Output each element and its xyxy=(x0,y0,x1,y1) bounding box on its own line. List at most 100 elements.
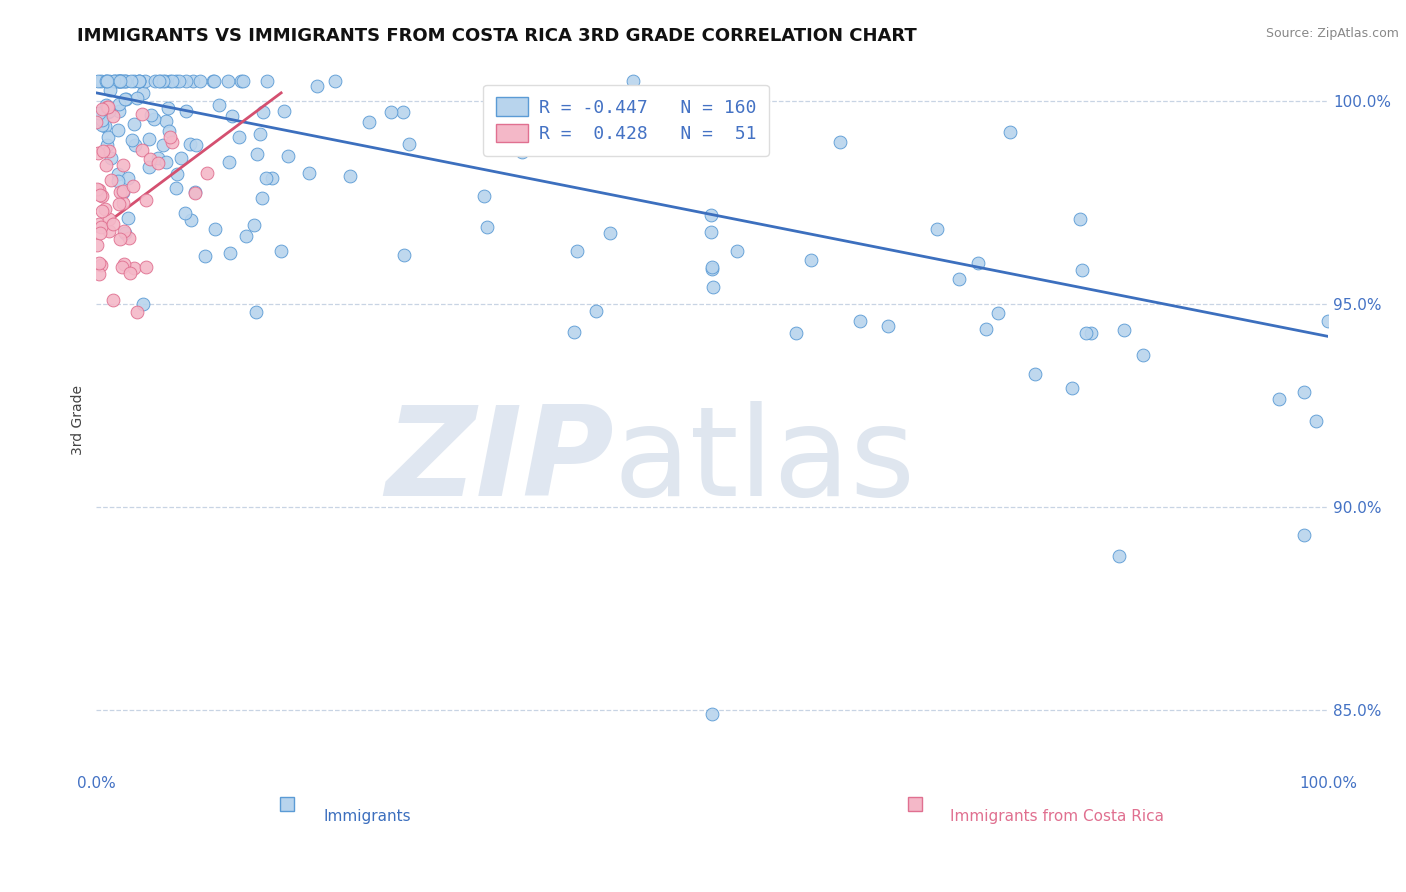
Point xyxy=(128,73,150,87)
Point xyxy=(89,267,111,281)
Point xyxy=(380,104,402,119)
Point xyxy=(114,73,136,87)
Point xyxy=(987,306,1010,320)
Point xyxy=(96,100,118,114)
Point xyxy=(108,96,131,111)
Point xyxy=(165,73,187,87)
Point xyxy=(1292,385,1315,400)
Point xyxy=(97,129,120,144)
Point xyxy=(124,138,146,153)
Point xyxy=(103,218,125,232)
Point xyxy=(143,73,166,87)
Point xyxy=(165,181,187,195)
Point xyxy=(90,73,112,87)
Point xyxy=(1317,313,1340,327)
Point xyxy=(131,107,153,121)
Point xyxy=(94,73,117,87)
Point xyxy=(108,73,131,87)
Point xyxy=(104,73,127,87)
Point xyxy=(307,78,329,93)
Point xyxy=(256,73,278,87)
Point xyxy=(91,188,114,202)
Point xyxy=(87,217,110,231)
Point xyxy=(127,91,149,105)
Point xyxy=(110,232,132,246)
Point xyxy=(174,206,197,220)
Point xyxy=(221,109,243,123)
Point xyxy=(96,158,118,172)
Point xyxy=(217,73,239,87)
Legend: R = -0.447   N = 160, R =  0.428   N =  51: R = -0.447 N = 160, R = 0.428 N = 51 xyxy=(484,85,769,156)
Point xyxy=(392,248,415,262)
Point xyxy=(89,183,111,197)
Point xyxy=(125,305,148,319)
Point xyxy=(800,252,823,267)
Text: IMMIGRANTS VS IMMIGRANTS FROM COSTA RICA 3RD GRADE CORRELATION CHART: IMMIGRANTS VS IMMIGRANTS FROM COSTA RICA… xyxy=(77,27,917,45)
Point xyxy=(152,73,174,87)
Point xyxy=(91,112,114,127)
Point xyxy=(235,228,257,243)
Point xyxy=(135,193,157,207)
Point xyxy=(107,196,129,211)
Point xyxy=(974,321,997,335)
Point xyxy=(159,73,181,87)
Point xyxy=(86,115,108,129)
Text: Immigrants: Immigrants xyxy=(323,809,411,824)
Point xyxy=(139,107,162,121)
Point xyxy=(108,104,131,119)
Point xyxy=(472,189,495,203)
Point xyxy=(359,115,381,129)
Point xyxy=(562,325,585,339)
Point xyxy=(97,224,120,238)
Point xyxy=(90,258,112,272)
Point xyxy=(1062,381,1084,395)
Point xyxy=(202,73,225,87)
Point xyxy=(111,196,134,211)
Point xyxy=(97,105,120,120)
Point xyxy=(98,83,121,97)
Point xyxy=(103,109,125,123)
Point xyxy=(1070,263,1092,277)
Y-axis label: 3rd Grade: 3rd Grade xyxy=(72,384,86,455)
Point xyxy=(477,220,499,235)
Point xyxy=(87,146,110,161)
Point xyxy=(219,246,242,260)
Point xyxy=(131,143,153,157)
Point xyxy=(103,73,125,87)
Point xyxy=(398,137,420,152)
Point xyxy=(146,155,169,169)
Point xyxy=(270,244,292,259)
Point xyxy=(828,135,851,149)
Point xyxy=(94,119,117,133)
Point xyxy=(107,168,129,182)
Point xyxy=(115,73,138,87)
Point xyxy=(160,135,183,149)
Point xyxy=(927,222,949,236)
Point xyxy=(599,227,621,241)
Point xyxy=(128,73,150,87)
Point xyxy=(97,103,120,118)
Point xyxy=(101,293,124,308)
Point xyxy=(1024,368,1046,382)
Point xyxy=(138,161,160,175)
Point xyxy=(98,212,121,227)
Point xyxy=(94,73,117,87)
Point xyxy=(179,136,201,151)
Point xyxy=(181,73,204,87)
Point xyxy=(298,166,321,180)
Point xyxy=(96,73,118,87)
Point xyxy=(1108,549,1130,563)
Point xyxy=(112,186,135,200)
Point xyxy=(250,191,273,205)
Point xyxy=(86,182,108,196)
Point xyxy=(849,314,872,328)
Point xyxy=(98,73,121,87)
Point xyxy=(1114,323,1136,337)
Point xyxy=(108,73,131,87)
Point xyxy=(231,73,253,87)
Point xyxy=(186,138,208,153)
Point xyxy=(1132,348,1154,362)
Point xyxy=(204,221,226,235)
Point xyxy=(702,262,724,277)
Point xyxy=(122,73,145,87)
